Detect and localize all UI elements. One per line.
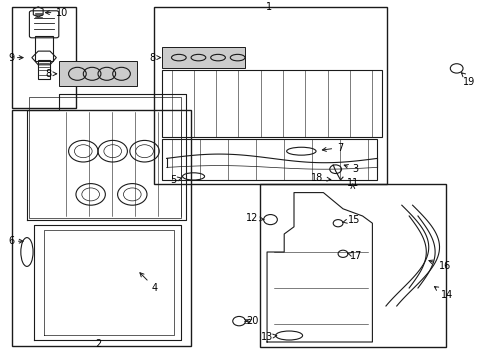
Text: 14: 14 <box>435 287 453 300</box>
Text: 13: 13 <box>261 332 277 342</box>
Text: 10: 10 <box>46 8 69 18</box>
Bar <box>59 61 137 86</box>
Bar <box>12 7 76 108</box>
Text: 9: 9 <box>9 53 15 63</box>
Bar <box>260 184 446 347</box>
Text: 1: 1 <box>267 1 272 12</box>
Text: 8: 8 <box>45 69 51 79</box>
Bar <box>29 97 181 218</box>
Text: 3: 3 <box>344 164 359 174</box>
Bar <box>35 36 53 61</box>
Bar <box>162 70 382 137</box>
Bar <box>162 139 377 180</box>
Bar <box>12 110 191 346</box>
Bar <box>162 47 245 68</box>
Text: 19: 19 <box>463 77 475 87</box>
Text: 11: 11 <box>346 178 359 188</box>
Text: 7: 7 <box>322 143 343 153</box>
Text: 20: 20 <box>246 316 258 326</box>
Text: 8: 8 <box>150 53 156 63</box>
Text: 12: 12 <box>246 213 264 223</box>
Text: 2: 2 <box>95 339 101 349</box>
Text: 4: 4 <box>140 273 158 293</box>
Text: 15: 15 <box>343 215 360 225</box>
Text: 5: 5 <box>170 175 182 185</box>
Text: 6: 6 <box>9 236 15 246</box>
Text: 16: 16 <box>429 260 451 271</box>
Text: 17: 17 <box>347 251 363 261</box>
Bar <box>38 60 50 79</box>
Text: 18: 18 <box>311 173 331 183</box>
Bar <box>154 7 387 184</box>
